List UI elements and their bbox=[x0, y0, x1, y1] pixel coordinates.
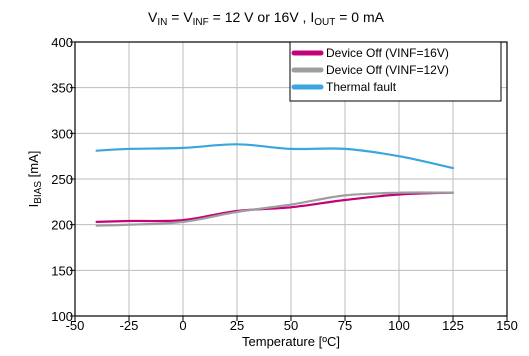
legend: Device Off (VINF=16V) Device Off (VINF=12… bbox=[289, 41, 502, 102]
series-line-3 bbox=[95, 143, 455, 170]
chart-title-part: = 12 V or 16V , I bbox=[209, 9, 314, 25]
y-axis-label-sub: BIAS bbox=[33, 181, 44, 204]
series-line-2 bbox=[95, 191, 455, 227]
x-tick-label: 150 bbox=[496, 318, 518, 333]
y-axis-label-unit: [mA] bbox=[26, 151, 41, 181]
y-tick-label: 250 bbox=[51, 172, 73, 187]
y-axis-label: IBIAS [mA] bbox=[26, 151, 44, 208]
y-tick-label: 200 bbox=[51, 218, 73, 233]
chart-title-part: = V bbox=[167, 9, 193, 25]
x-axis-label: Temperature [ºC] bbox=[242, 334, 340, 349]
x-tick-label: -25 bbox=[120, 318, 139, 333]
x-tick-label: 25 bbox=[230, 318, 244, 333]
legend-label: Device Off (VINF=16V) bbox=[326, 46, 449, 60]
x-axis-ticks: -50 -25 0 25 50 75 100 125 150 bbox=[66, 316, 518, 333]
legend-label: Device Off (VINF=12V) bbox=[326, 63, 449, 77]
chart-title-part: V bbox=[148, 9, 158, 25]
x-tick-label: 125 bbox=[442, 318, 464, 333]
legend-box bbox=[289, 41, 502, 102]
x-tick-label: -50 bbox=[66, 318, 85, 333]
x-tick-label: 100 bbox=[388, 318, 410, 333]
chart-title-part: INF bbox=[193, 17, 209, 28]
y-tick-label: 350 bbox=[51, 81, 73, 96]
x-tick-label: 75 bbox=[338, 318, 352, 333]
chart-title-part: IN bbox=[157, 17, 167, 28]
series-lines bbox=[95, 143, 455, 227]
x-tick-label: 0 bbox=[179, 318, 186, 333]
legend-label: Thermal fault bbox=[326, 80, 397, 94]
y-tick-label: 400 bbox=[51, 35, 73, 50]
y-axis-label-main: I bbox=[26, 204, 41, 208]
y-tick-label: 150 bbox=[51, 263, 73, 278]
y-tick-label: 300 bbox=[51, 126, 73, 141]
chart-title: VIN = VINF = 12 V or 16V , IOUT = 0 mA bbox=[148, 9, 385, 28]
y-axis-ticks: 100 150 200 250 300 350 400 bbox=[51, 35, 75, 324]
x-tick-label: 50 bbox=[284, 318, 298, 333]
chart-title-part: = 0 mA bbox=[335, 9, 384, 25]
y-tick-label: 100 bbox=[51, 309, 73, 324]
chart-title-part: OUT bbox=[314, 17, 335, 28]
